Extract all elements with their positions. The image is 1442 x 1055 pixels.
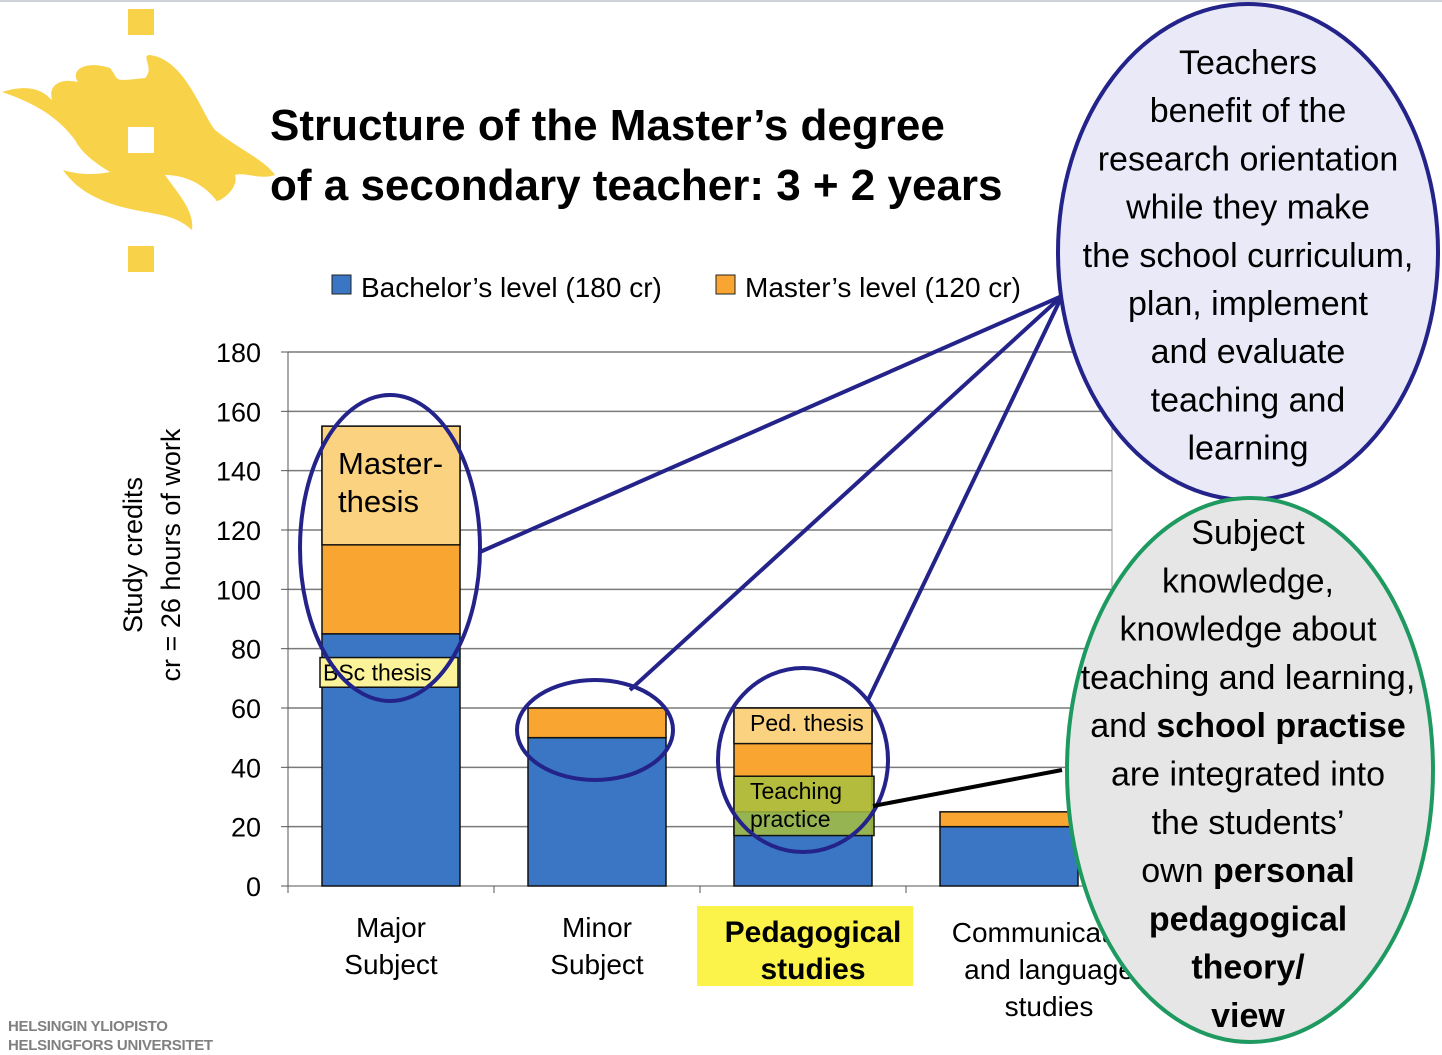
footer-line-1: HELSINGIN YLIOPISTO bbox=[8, 1018, 168, 1035]
annotation-label: Teaching bbox=[750, 778, 842, 804]
category-highlight bbox=[697, 906, 913, 986]
bold-phrase: theory/ bbox=[1191, 949, 1305, 987]
annotation-label: Ped. thesis bbox=[750, 710, 864, 736]
callout-research-line: and evaluate bbox=[1151, 333, 1346, 371]
callout-research-line: benefit of the bbox=[1150, 92, 1347, 130]
bar-bachelor bbox=[939, 825, 1079, 887]
callout-integration-line: Subject bbox=[1191, 514, 1305, 552]
callout-integration-line: are integrated into bbox=[1111, 756, 1385, 794]
y-tick-label: 120 bbox=[216, 516, 261, 546]
bold-phrase: view bbox=[1211, 997, 1285, 1035]
bar-master bbox=[527, 707, 667, 739]
annotation-box bbox=[321, 425, 461, 546]
connector-line-black bbox=[872, 768, 1063, 808]
callout-integration-line: the students’ bbox=[1152, 804, 1345, 842]
slide-title-line-1: Structure of the Master’s degree bbox=[270, 101, 945, 150]
x-tick-label: studies bbox=[1005, 991, 1094, 1022]
bold-phrase: pedagogical bbox=[1149, 900, 1347, 938]
callout-integration-line: own personal bbox=[1141, 852, 1355, 890]
phrase: teaching and learning, bbox=[1081, 659, 1416, 697]
logo-square-top bbox=[128, 9, 154, 35]
bar-master bbox=[939, 811, 1079, 828]
annotation-label: Master- bbox=[338, 446, 443, 481]
top-border bbox=[0, 0, 1442, 2]
callout-integration-line: knowledge about bbox=[1119, 611, 1377, 649]
highlight-ellipse-minor bbox=[515, 678, 675, 782]
highlight-ellipse-major bbox=[298, 393, 482, 703]
connector-line bbox=[479, 294, 1063, 554]
annotation-label: practice bbox=[750, 806, 831, 832]
callout-integration-line: view bbox=[1211, 997, 1285, 1035]
annotation-label: thesis bbox=[338, 484, 419, 519]
callout-research-line: learning bbox=[1188, 430, 1309, 468]
annotation-box bbox=[733, 775, 875, 837]
callout-research-line: the school curriculum, bbox=[1083, 237, 1414, 275]
callout-integration-line: and school practise bbox=[1090, 707, 1406, 745]
callout-research-line: research orientation bbox=[1098, 140, 1399, 178]
logo-square-center bbox=[128, 127, 154, 153]
bold-phrase: school practise bbox=[1156, 707, 1405, 745]
university-footer: HELSINGIN YLIOPISTO HELSINGFORS UNIVERSI… bbox=[8, 1017, 213, 1055]
annotation-label: BSc thesis bbox=[323, 660, 432, 686]
phrase: knowledge, bbox=[1162, 562, 1334, 600]
legend: Bachelor’s level (180 cr) Master’s level … bbox=[331, 272, 1021, 303]
slide-title-line-2: of a secondary teacher: 3 + 2 years bbox=[270, 161, 1003, 210]
y-axis-label: Study credits bbox=[118, 477, 148, 633]
phrase: knowledge about bbox=[1119, 611, 1377, 649]
chart: 0 20 40 60 80 100 120 140 160 180 Study credits cr … bbox=[118, 272, 1146, 1022]
callout-integration-line: knowledge, bbox=[1162, 562, 1334, 600]
connector-line bbox=[628, 294, 1064, 692]
logo-square-bottom bbox=[128, 246, 154, 272]
x-tick-label: Subject bbox=[344, 949, 438, 980]
y-tick-label: 40 bbox=[231, 753, 261, 783]
x-tick-label: studies bbox=[760, 953, 865, 986]
phrase: are integrated into bbox=[1111, 756, 1385, 794]
legend-swatch bbox=[715, 274, 736, 295]
connector-line bbox=[866, 295, 1064, 701]
callout-integration-line: theory/ bbox=[1191, 949, 1305, 987]
phrase: own bbox=[1141, 852, 1213, 890]
university-logo bbox=[2, 9, 275, 272]
x-tick-label: Subject bbox=[550, 949, 644, 980]
bold-phrase: personal bbox=[1213, 852, 1355, 890]
callout-research-line: Teachers bbox=[1179, 44, 1317, 82]
y-axis-label: cr = 26 hours of work bbox=[156, 428, 186, 681]
legend-label: Master’s level (120 cr) bbox=[745, 272, 1021, 303]
annotation-box bbox=[733, 707, 873, 745]
y-tick-label: 60 bbox=[231, 694, 261, 724]
legend-label: Bachelor’s level (180 cr) bbox=[361, 272, 662, 303]
y-tick-label: 80 bbox=[231, 635, 261, 665]
legend-swatch bbox=[331, 274, 352, 295]
callout-research-line: while they make bbox=[1125, 189, 1370, 227]
y-tick-label: 140 bbox=[216, 457, 261, 487]
footer-line-2: HELSINGFORS UNIVERSITET bbox=[8, 1037, 213, 1054]
callout-integration-line: pedagogical bbox=[1149, 900, 1347, 938]
y-tick-label: 180 bbox=[216, 338, 261, 368]
phrase: Subject bbox=[1191, 514, 1305, 552]
x-tick-label: and language bbox=[964, 954, 1134, 985]
annotation-overlay: Teachers benefit of the research orientati… bbox=[298, 2, 1440, 1044]
highlight-ellipse-pedagogical bbox=[716, 666, 890, 854]
phrase: and bbox=[1090, 707, 1156, 745]
callout-integration bbox=[1065, 496, 1435, 1044]
callout-integration-line: teaching and learning, bbox=[1081, 659, 1416, 697]
bar-bachelor bbox=[527, 736, 667, 887]
y-tick-label: 20 bbox=[231, 813, 261, 843]
x-tick-label: Minor bbox=[562, 912, 632, 943]
y-tick-label: 160 bbox=[216, 397, 261, 427]
y-tick-label: 100 bbox=[216, 575, 261, 605]
x-tick-label: Pedagogical bbox=[725, 916, 902, 949]
x-tick-label: Major bbox=[356, 912, 426, 943]
callout-research-line: plan, implement bbox=[1128, 285, 1369, 323]
phrase: the students’ bbox=[1152, 804, 1345, 842]
callout-research-line: teaching and bbox=[1151, 381, 1346, 419]
y-tick-label: 0 bbox=[246, 872, 261, 902]
